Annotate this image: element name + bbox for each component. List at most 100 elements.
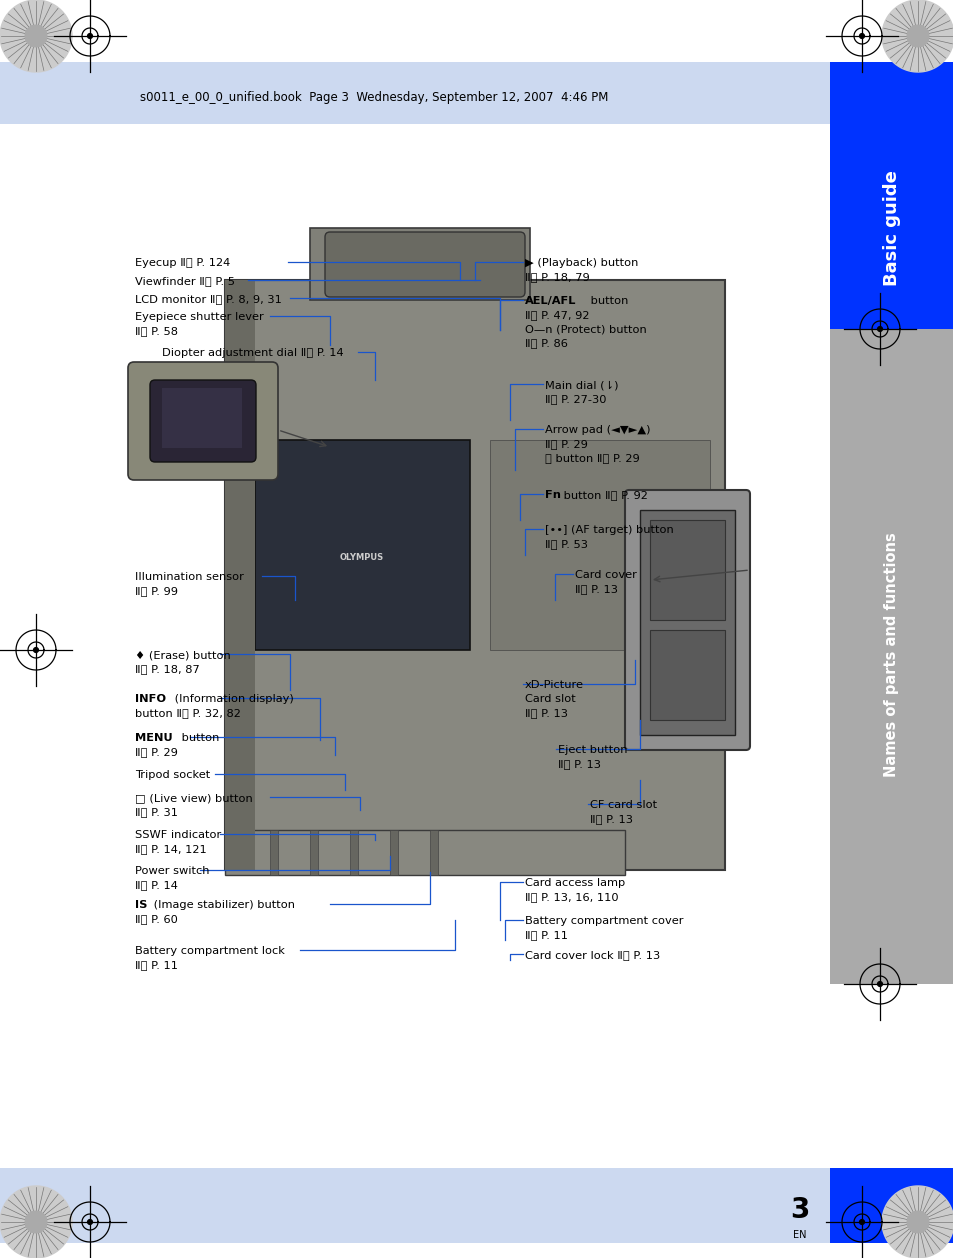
Bar: [162, 387, 242, 448]
Bar: [490, 440, 709, 650]
Text: ⅡⓅ P. 11: ⅡⓅ P. 11: [524, 930, 567, 940]
Text: button: button: [178, 733, 219, 743]
Bar: [254, 440, 470, 650]
Text: ⅡⓅ P. 29: ⅡⓅ P. 29: [544, 439, 587, 449]
Text: IS: IS: [135, 899, 147, 910]
Text: Tripod socket: Tripod socket: [135, 770, 210, 780]
Text: Arrow pad (◄▼►▲): Arrow pad (◄▼►▲): [544, 425, 650, 435]
Text: ⅡⓅ P. 13: ⅡⓅ P. 13: [524, 708, 567, 718]
Text: Card cover lock ⅡⓅ P. 13: Card cover lock ⅡⓅ P. 13: [524, 950, 659, 960]
Text: ⅡⓅ P. 27-30: ⅡⓅ P. 27-30: [544, 394, 606, 404]
Text: ⅡⓅ P. 13: ⅡⓅ P. 13: [558, 759, 600, 769]
Polygon shape: [88, 34, 92, 39]
Bar: [225, 281, 724, 871]
Text: s0011_e_00_0_unified.book  Page 3  Wednesday, September 12, 2007  4:46 PM: s0011_e_00_0_unified.book Page 3 Wednesd…: [140, 91, 608, 103]
Polygon shape: [0, 1186, 71, 1258]
FancyBboxPatch shape: [150, 380, 255, 462]
Text: Card access lamp: Card access lamp: [524, 878, 624, 888]
Text: ⅡⓅ P. 58: ⅡⓅ P. 58: [135, 326, 178, 336]
Text: O—n (Protect) button: O—n (Protect) button: [524, 325, 646, 335]
Text: Battery compartment lock: Battery compartment lock: [135, 946, 285, 956]
Text: □ (Live view) button: □ (Live view) button: [135, 793, 253, 803]
Text: Names of parts and functions: Names of parts and functions: [883, 532, 899, 777]
Text: ⅡⓅ P. 18, 87: ⅡⓅ P. 18, 87: [135, 664, 199, 674]
Text: AEL/AFL: AEL/AFL: [524, 296, 576, 306]
Text: EN: EN: [792, 1230, 806, 1240]
Text: Card cover: Card cover: [575, 570, 637, 580]
Text: Eyepiece shutter lever: Eyepiece shutter lever: [135, 312, 263, 322]
Polygon shape: [25, 25, 47, 47]
Text: ⅡⓅ P. 13, 16, 110: ⅡⓅ P. 13, 16, 110: [524, 892, 618, 902]
Polygon shape: [906, 25, 928, 47]
Bar: [639, 509, 734, 735]
Text: ⅡⓅ P. 18, 79: ⅡⓅ P. 18, 79: [524, 272, 589, 282]
Text: SSWF indicator: SSWF indicator: [135, 830, 221, 840]
FancyBboxPatch shape: [128, 362, 277, 481]
Polygon shape: [906, 1211, 928, 1233]
Bar: [649, 630, 724, 720]
Polygon shape: [882, 0, 953, 72]
Text: ⅡⓅ P. 99: ⅡⓅ P. 99: [135, 586, 178, 596]
Text: MENU: MENU: [135, 733, 172, 743]
Bar: [0, 62, 829, 125]
Text: Illumination sensor: Illumination sensor: [135, 572, 244, 582]
Polygon shape: [88, 1219, 92, 1224]
Bar: [310, 830, 317, 876]
Text: Eyecup ⅡⓅ P. 124: Eyecup ⅡⓅ P. 124: [135, 258, 230, 268]
Bar: [649, 520, 724, 620]
Text: Battery compartment cover: Battery compartment cover: [524, 916, 682, 926]
Text: button ⅡⓅ P. 32, 82: button ⅡⓅ P. 32, 82: [135, 708, 240, 718]
Text: ⅡⓅ P. 13: ⅡⓅ P. 13: [589, 814, 633, 824]
Bar: [310, 228, 530, 299]
Bar: [0, 1167, 829, 1243]
Bar: [829, 330, 953, 984]
Text: button ⅡⓅ P. 92: button ⅡⓅ P. 92: [559, 491, 647, 499]
Text: ⅡⓅ P. 14: ⅡⓅ P. 14: [135, 881, 177, 889]
Polygon shape: [0, 0, 71, 72]
Text: Power switch: Power switch: [135, 866, 210, 876]
Text: [••] (AF target) button: [••] (AF target) button: [544, 525, 673, 535]
Bar: [270, 830, 277, 876]
Polygon shape: [25, 1211, 47, 1233]
Text: (Information display): (Information display): [171, 694, 294, 704]
Bar: [225, 830, 624, 876]
Text: ⅡⓅ P. 31: ⅡⓅ P. 31: [135, 806, 178, 816]
Polygon shape: [877, 981, 882, 986]
Text: CF card slot: CF card slot: [589, 800, 657, 810]
Text: Ⓞ button ⅡⓅ P. 29: Ⓞ button ⅡⓅ P. 29: [544, 453, 639, 463]
Bar: [390, 830, 397, 876]
Bar: [829, 1167, 953, 1243]
Text: ⅡⓅ P. 53: ⅡⓅ P. 53: [544, 538, 587, 548]
Text: ⅡⓅ P. 13: ⅡⓅ P. 13: [575, 584, 618, 594]
Text: ⅡⓅ P. 14, 121: ⅡⓅ P. 14, 121: [135, 844, 207, 854]
Bar: [225, 281, 254, 871]
Polygon shape: [882, 1186, 953, 1258]
Text: xD-Picture: xD-Picture: [524, 681, 583, 689]
Polygon shape: [877, 327, 882, 331]
Polygon shape: [33, 648, 38, 653]
Bar: [829, 125, 953, 330]
Text: INFO: INFO: [135, 694, 166, 704]
Text: Basic guide: Basic guide: [882, 170, 900, 286]
Text: Diopter adjustment dial ⅡⓅ P. 14: Diopter adjustment dial ⅡⓅ P. 14: [162, 348, 343, 359]
Text: Viewfinder ⅡⓅ P. 5: Viewfinder ⅡⓅ P. 5: [135, 276, 234, 286]
Text: Card slot: Card slot: [524, 694, 576, 704]
Text: Main dial (⇂): Main dial (⇂): [544, 380, 618, 390]
Text: 3: 3: [789, 1196, 809, 1224]
Text: button: button: [586, 296, 628, 306]
Text: Eject button: Eject button: [558, 745, 627, 755]
Bar: [829, 62, 953, 125]
Text: ⅡⓅ P. 29: ⅡⓅ P. 29: [135, 747, 177, 757]
Text: ♦ (Erase) button: ♦ (Erase) button: [135, 650, 231, 660]
Text: ▶ (Playback) button: ▶ (Playback) button: [524, 258, 638, 268]
FancyBboxPatch shape: [325, 231, 524, 297]
Text: (Image stabilizer) button: (Image stabilizer) button: [150, 899, 294, 910]
Polygon shape: [859, 1219, 863, 1224]
Text: LCD monitor ⅡⓅ P. 8, 9, 31: LCD monitor ⅡⓅ P. 8, 9, 31: [135, 294, 281, 304]
Text: Fn: Fn: [544, 491, 560, 499]
Text: ⅡⓅ P. 47, 92: ⅡⓅ P. 47, 92: [524, 309, 589, 320]
Text: OLYMPUS: OLYMPUS: [339, 554, 384, 562]
Text: ⅡⓅ P. 86: ⅡⓅ P. 86: [524, 338, 567, 348]
Polygon shape: [859, 34, 863, 39]
Bar: [430, 830, 437, 876]
